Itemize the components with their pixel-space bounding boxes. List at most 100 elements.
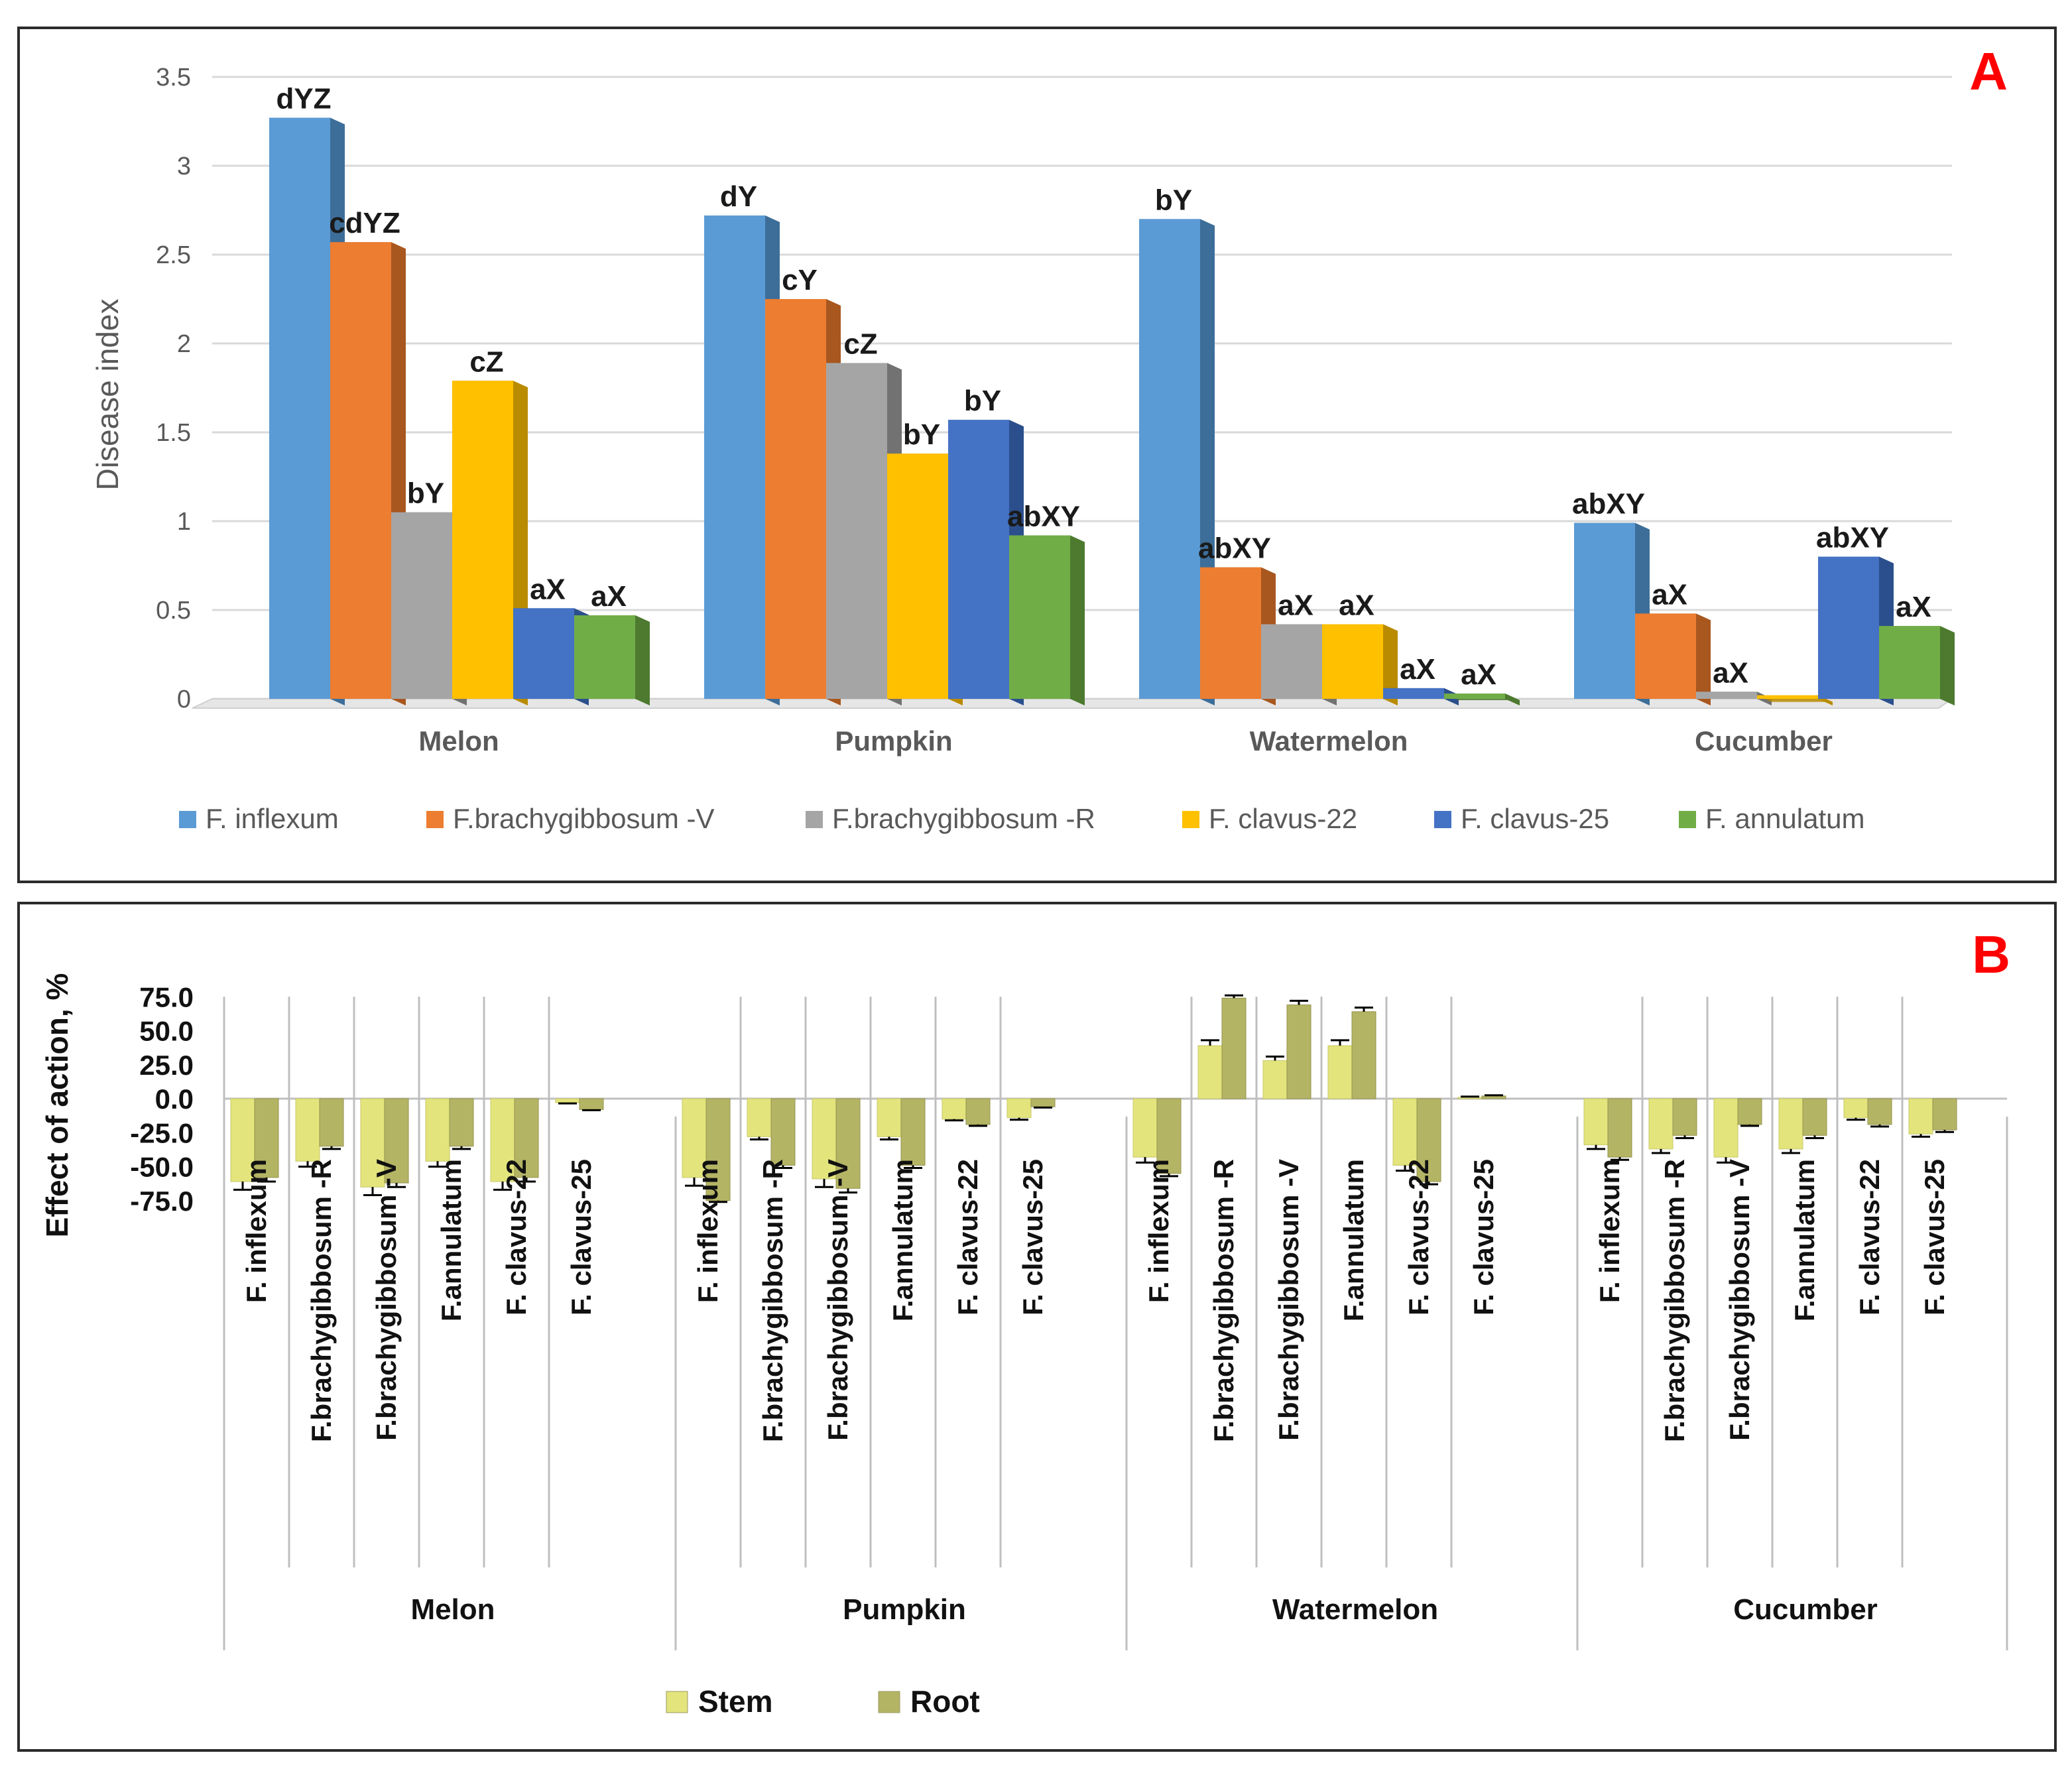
bar-side	[1070, 535, 1085, 705]
stem-bar	[230, 1098, 255, 1182]
data-label: bY	[964, 385, 1001, 417]
stem-bar	[1713, 1098, 1738, 1158]
y-axis-label: Disease index	[90, 299, 125, 491]
x-category-label: F.annulatum	[1338, 1159, 1369, 1321]
root-bar	[1221, 997, 1247, 1099]
x-category-label: F. clavus-25	[1017, 1159, 1048, 1315]
bar	[1818, 556, 1879, 699]
y-tick-label: -50.0	[130, 1152, 194, 1183]
root-bar	[705, 1098, 731, 1201]
data-label: bY	[407, 477, 444, 510]
y-tick-label: 0.0	[155, 1083, 194, 1115]
data-label: cdYZ	[329, 207, 400, 239]
x-category-label: F. clavus-22	[1403, 1159, 1434, 1315]
root-bar	[1286, 1005, 1311, 1099]
data-label: cZ	[469, 345, 503, 378]
stem-bar	[360, 1098, 385, 1188]
x-category-label: Cucumber	[1695, 725, 1833, 757]
bar-side	[1696, 613, 1711, 705]
stem-bar	[1392, 1098, 1418, 1166]
stem-bar	[490, 1098, 515, 1182]
bar	[452, 381, 513, 699]
root-bar	[1030, 1098, 1056, 1107]
stem-bar	[812, 1098, 837, 1180]
y-tick-label: 1	[177, 508, 191, 536]
x-category-label: F.brachygibbosum -V	[1724, 1159, 1755, 1441]
root-bar	[835, 1098, 861, 1189]
root-bar	[1672, 1098, 1697, 1136]
group-label: Pumpkin	[843, 1593, 966, 1626]
data-label: aX	[1400, 653, 1435, 686]
legend-swatch	[1679, 811, 1696, 828]
data-label: aX	[1652, 578, 1687, 611]
panel-b: 75.0 50.0 25.0 0.0 -25.0 -50.0 -75.0 Effect of …	[17, 902, 2057, 1752]
x-category-label: F. clavus-22	[1854, 1159, 1885, 1315]
root-bar	[1481, 1095, 1506, 1099]
bar	[1635, 613, 1696, 699]
legend-label: Root	[910, 1684, 980, 1719]
y-tick-label: 2.5	[156, 241, 191, 269]
legend-label: Stem	[698, 1684, 772, 1719]
root-bar	[1737, 1098, 1762, 1125]
legend-label: F. clavus-25	[1461, 803, 1609, 834]
x-category-label: F.brachygibbosum -V	[371, 1159, 402, 1441]
bar-side	[1383, 624, 1398, 705]
effect-of-action-chart: 75.0 50.025.00.0-25.0 -50.0-75.0 Effect of …	[40, 973, 2008, 1719]
data-label: abXY	[1816, 522, 1889, 554]
y-tick-label: 0.5	[156, 597, 191, 625]
stem-bar	[1843, 1098, 1868, 1119]
x-category-label: F. clavus-22	[952, 1159, 983, 1315]
bar	[513, 608, 574, 699]
x-category-label: F. clavus-25	[566, 1159, 597, 1315]
legend-label: F.brachygibbosum -V	[453, 803, 715, 834]
stem-bar	[1197, 1045, 1223, 1099]
legend-label: F. annulatum	[1705, 803, 1864, 834]
panel-a: 0 0.5 1 1.5 2 2.5 3 3.5 Disease index dYZ cdYZ bY cZ…	[17, 27, 2057, 883]
stem-bar	[877, 1098, 902, 1137]
root-bar	[900, 1098, 926, 1166]
stem-bar	[1648, 1098, 1674, 1150]
x-category-label: F.annulatum	[1789, 1159, 1820, 1321]
bar	[1009, 535, 1070, 699]
legend-label: F. clavus-22	[1209, 803, 1357, 834]
group-label: Watermelon	[1272, 1593, 1438, 1626]
bar	[1574, 522, 1635, 699]
legend-swatch	[666, 1691, 688, 1713]
root-bar	[1607, 1098, 1632, 1158]
data-label: dY	[720, 180, 757, 213]
x-category-label: F. inflexum	[692, 1159, 723, 1303]
bar	[948, 420, 1009, 699]
stem-bar	[295, 1098, 320, 1162]
root-bar	[449, 1098, 474, 1147]
x-category-label: F.brachygibbosum -R	[306, 1159, 337, 1442]
bar-side	[635, 615, 650, 705]
legend-swatch	[806, 811, 823, 828]
legend-label: F.brachygibbosum -R	[832, 803, 1095, 834]
root-bar	[1351, 1011, 1376, 1099]
stem-bar	[425, 1098, 450, 1162]
data-label: aX	[1896, 591, 1931, 623]
x-category-label: F. inflexum	[1143, 1159, 1174, 1303]
group-label: Melon	[410, 1593, 495, 1626]
x-category-label: F. clavus-25	[1468, 1159, 1499, 1315]
bar	[1879, 626, 1940, 699]
x-category-label: F.annulatum	[436, 1159, 467, 1321]
x-category-label: F.annulatum	[887, 1159, 918, 1321]
data-label: cY	[782, 264, 818, 296]
data-label: cZ	[843, 328, 877, 360]
data-label: abXY	[1572, 488, 1645, 520]
bar-side	[1940, 626, 1955, 705]
stem-bar	[1778, 1098, 1803, 1150]
bar	[826, 363, 887, 699]
y-tick-label: 50.0	[139, 1016, 194, 1047]
stem-bar	[682, 1098, 707, 1178]
x-category-label: Melon	[418, 725, 499, 757]
root-bar	[1867, 1098, 1892, 1125]
data-label: aX	[1278, 589, 1313, 621]
data-label: abXY	[1007, 500, 1080, 532]
stem-bar	[747, 1098, 772, 1137]
bar	[1200, 567, 1261, 699]
data-label: aX	[1339, 589, 1374, 621]
x-category-label: F.brachygibbosum -R	[757, 1159, 788, 1442]
y-tick-label: 3.5	[156, 64, 191, 92]
